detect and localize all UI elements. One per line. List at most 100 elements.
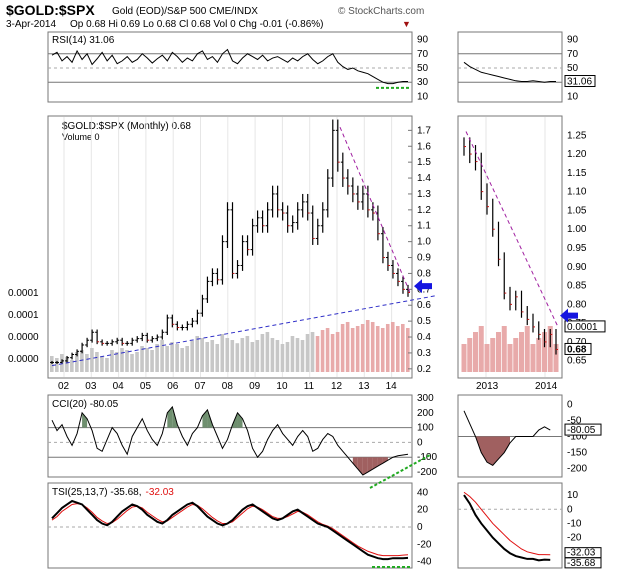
year-tick-label: 02 [58,381,70,392]
rsi-tick-label: 10 [417,91,429,102]
volume-tick-label: 0.0001 [8,310,39,321]
price-tick-label: 1.1 [417,221,431,232]
price-tick-label: 0.4 [417,332,431,343]
volume-bar [295,338,300,372]
volume-bar [345,322,350,372]
watermark: © StockCharts.com [338,6,424,17]
volume-bar [205,342,210,372]
zoom-resistance-trendline [465,131,559,328]
volume-bar [185,346,189,372]
zoom-tsi-tick-label: -10 [567,518,582,529]
volume-bar [315,336,320,372]
zoom-volume-bar [547,326,553,372]
price-last-tag-text: 0.68 [567,344,587,355]
price-tick-label: 0.7 [417,284,431,295]
cci-panel [47,394,413,478]
cci-tick-label: 200 [417,408,434,419]
volume-bar [375,326,380,372]
zoom-rsi-tick-label: 70 [567,49,579,60]
zoom-tsi-signal-line [463,491,551,556]
volume-bar [340,324,345,372]
price-tick-label: 0.5 [417,316,431,327]
cci-positive-fill [82,412,88,428]
volume-bar [180,348,184,372]
cci-tick-label: -200 [417,467,437,478]
volume-tick-label: 0.0000 [8,354,39,365]
volume-bar [355,326,360,372]
tsi-signal-line [51,503,409,557]
zoom-cci-tick-label: 0 [567,399,573,410]
zoom-rsi-line [463,61,556,83]
volume-bar [110,350,114,372]
price-tick-label: 1.0 [417,237,431,248]
year-tick-label: 04 [113,381,125,392]
price-arrow-icon [414,279,432,294]
year-tick-label: 14 [386,381,398,392]
cci-tag-text: -80.05 [567,425,596,436]
zoom-rsi-tick-label: 10 [567,91,579,102]
zoom-volume-bar [507,344,513,372]
cci-negative-fill [367,457,373,473]
volume-bar [245,336,250,372]
chart-symbol: $GOLD:$SPX [6,2,95,18]
zoom-year-tick-label: 2014 [535,381,558,392]
volume-bar [320,330,325,372]
volume-bar [265,332,270,372]
volume-bar [390,322,395,372]
zoom-volume-bar [461,344,467,372]
volume-bar [145,348,149,372]
cci-tick-label: -100 [417,452,437,463]
zoom-cci-tick-label: -150 [567,448,587,459]
volume-bar [365,320,370,372]
price-tick-label: 1.2 [417,205,431,216]
volume-bar [200,338,205,372]
price-tick-label: 1.4 [417,173,431,184]
volume-bar [325,328,330,372]
price-tick-label: 1.7 [417,125,431,136]
volume-bar [95,352,99,372]
tsi-tick-label: -40 [417,557,432,568]
tsi-main-tag [564,557,602,569]
year-tick-label: 12 [331,381,343,392]
rsi-tick-label: 50 [417,63,429,74]
zoom-tsi-tick-label: 0 [567,504,573,515]
volume-bar [395,326,400,372]
chart-description: Gold (EOD)/S&P 500 CME/INDX [112,6,258,17]
price-tick-label: 0.9 [417,253,431,264]
volume-bar [250,342,255,372]
zoom-rsi-panel [457,31,563,103]
cci-negative-fill [362,457,368,475]
volume-bar [105,358,109,372]
zoom-cci-negative-fill [464,436,510,466]
volume-tick-label: 0.0000 [8,332,39,343]
volume-bar [65,356,69,372]
rsi-tick-label: 90 [417,35,429,46]
zoom-price-tick-label: 0.70 [567,337,587,348]
volume-bar [220,334,225,372]
price-tick-label: 0.3 [417,348,431,359]
volume-bar [165,346,169,372]
price-tick-label: 1.6 [417,141,431,152]
volume-bar [290,336,295,372]
tsi-tick-label: -20 [417,539,432,550]
zoom-cci-tick-label: -50 [567,415,582,426]
volume-bar [210,340,215,372]
zoom-volume-bar [501,326,507,372]
volume-bar [70,360,74,372]
volume-bar [160,340,164,372]
volume-bar [155,344,159,372]
volume-label: Volume 0 [62,132,100,142]
volume-bar [385,324,390,372]
zoom-price-panel [457,115,563,379]
zoom-price-tick-label: 1.20 [567,149,587,160]
price-tick-label: 0.2 [417,364,431,375]
volume-bar [360,324,365,372]
cci-line [51,405,409,476]
zoom-price-tick-label: 1.25 [567,130,587,141]
volume-bar [90,348,94,372]
zoom-cci-line [463,410,551,467]
zoom-price-tick-label: 0.85 [567,281,587,292]
tsi-tick-label: 0 [417,522,423,533]
year-tick-label: 05 [140,381,152,392]
